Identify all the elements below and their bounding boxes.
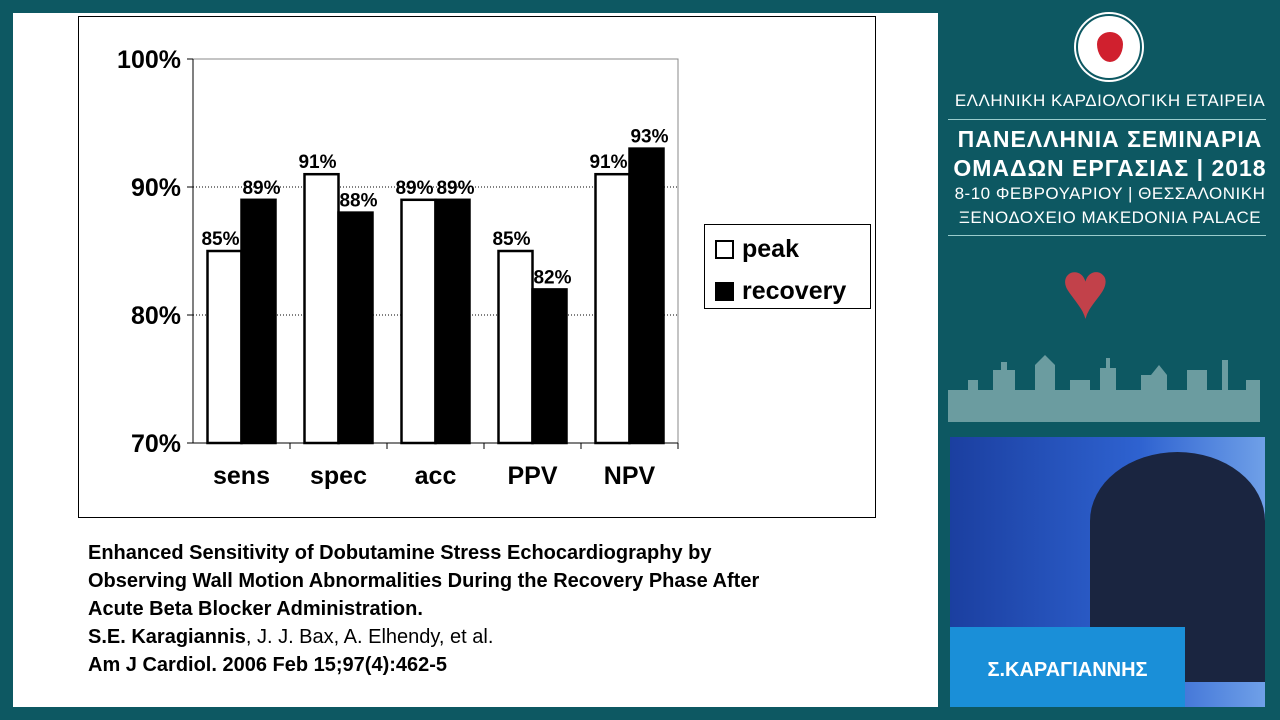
data-label: 89% [436,178,474,199]
bar-recovery [628,147,665,445]
divider [948,119,1266,120]
bar-recovery [434,198,471,445]
legend-label: recovery [742,277,847,305]
bar-recovery [337,211,374,445]
chart-container: 70% 80% 90% 100% sens 85% 89% spec 91% 88% acc 89% 8… [78,16,876,518]
bar-peak [497,249,534,445]
citation-title-line: Enhanced Sensitivity of Dobutamine Stres… [88,542,712,564]
event-venue: ΞΕΝΟΔΟΧΕΙΟ MAKEDONIA PALACE [958,208,1262,227]
data-label: 91% [589,152,627,173]
bar-recovery [531,288,568,445]
journal: Am J Cardiol. 2006 Feb 15;97(4):462-5 [88,654,448,676]
legend-swatch-peak [715,240,734,259]
legend-label: peak [742,235,799,263]
legend-peak: peak [715,235,799,264]
heart-icon [1097,32,1123,62]
data-label: 82% [533,267,571,288]
citation-title-line: Acute Beta Blocker Administration. [88,598,423,620]
x-tick-label: sens [213,462,270,490]
heart-graphic-icon: ♥ [1061,245,1110,336]
first-author: S.E. Karagiannis [88,626,246,648]
legend-recovery: recovery [715,277,846,306]
event-title-line1: ΠΑΝΕΛΛΗΝΙΑ ΣΕΜΙΝΑΡΙΑ [957,126,1263,152]
x-tick-label: spec [310,462,367,490]
bar-peak [400,198,437,445]
event-dates: 8-10 ΦΕΒΡΟΥΑΡΙΟΥ | ΘΕΣΣΑΛΟΝΙΚΗ [954,184,1266,203]
bar-peak [303,172,340,445]
citation-title-line: Observing Wall Motion Abnormalities Duri… [88,570,760,592]
data-label: 85% [201,229,239,250]
speaker-name-label: Σ.ΚΑΡΑΓΙΑΝΝΗΣ [987,659,1148,681]
x-tick-label: PPV [507,462,557,490]
bar-peak [594,172,631,445]
x-tick-label: acc [415,462,457,490]
conference-sidebar: ΕΛΛΗΝΙΚΗ ΚΑΡΔΙΟΛΟΓΙΚΗ ΕΤΑΙΡΕΙΑ ΠΑΝΕΛΛΗΝΙ… [940,0,1280,720]
data-label: 88% [339,191,377,212]
y-tick-label: 90% [131,174,181,202]
x-tick-label: NPV [604,462,656,490]
society-seal-logo [1076,14,1142,80]
slide: 70% 80% 90% 100% sens 85% 89% spec 91% 88% acc 89% 8… [13,13,938,707]
event-title-line2: ΟΜΑΔΩΝ ΕΡΓΑΣΙΑΣ | 2018 [953,155,1267,181]
divider [948,235,1266,236]
data-label: 93% [630,127,668,148]
data-label: 85% [492,229,530,250]
legend-swatch-recovery [715,282,734,301]
bar-recovery [240,198,277,445]
data-label: 89% [242,178,280,199]
city-skyline-graphic [948,355,1260,422]
y-tick-label: 70% [131,430,181,458]
speaker-video: Σ.ΚΑΡΑΓΙΑΝΝΗΣ [950,437,1265,707]
society-name: ΕΛΛΗΝΙΚΗ ΚΑΡΔΙΟΛΟΓΙΚΗ ΕΤΑΙΡΕΙΑ [954,91,1266,110]
other-authors: , J. J. Bax, A. Elhendy, et al. [245,626,494,648]
data-label: 91% [298,152,336,173]
y-tick-label: 100% [117,46,181,74]
citation: Enhanced Sensitivity of Dobutamine Stres… [88,539,759,679]
y-tick-label: 80% [131,302,181,330]
podium [950,627,1185,707]
bar-peak [206,249,243,445]
legend: peak recovery [704,224,871,309]
data-label: 89% [395,178,433,199]
